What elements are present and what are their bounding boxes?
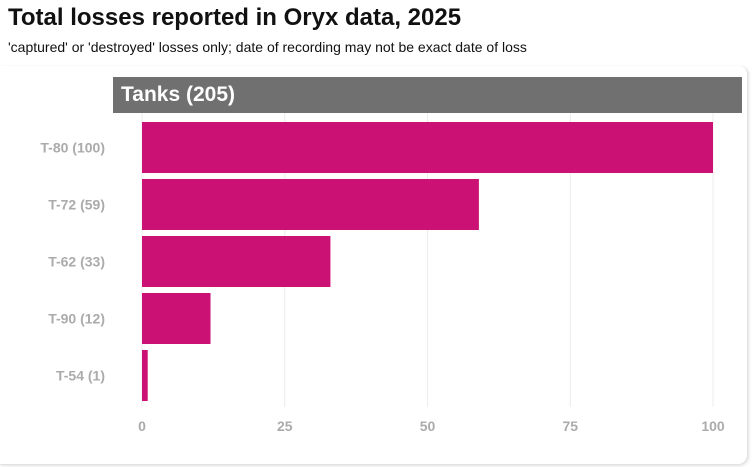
bar [142, 122, 713, 173]
x-axis-ticks: 0 25 50 75 100 [138, 418, 725, 434]
bar [142, 179, 479, 230]
bars [142, 122, 713, 401]
panel-header: Tanks (205) [113, 77, 742, 113]
category-label: T-62 (33) [48, 254, 105, 270]
category-label: T-80 (100) [40, 140, 105, 156]
x-tick-label: 75 [562, 418, 578, 434]
x-tick-label: 100 [701, 418, 725, 434]
chart-title: Total losses reported in Oryx data, 2025 [8, 4, 462, 31]
chart-subtitle: 'captured' or 'destroyed' losses only; d… [8, 39, 527, 55]
bar [142, 350, 148, 401]
bar [142, 293, 211, 344]
panel-title: Tanks (205) [121, 83, 235, 106]
category-label: T-90 (12) [48, 311, 105, 327]
x-tick-label: 25 [277, 418, 293, 434]
category-labels: T-80 (100) T-72 (59) T-62 (33) T-90 (12) T-5… [40, 140, 105, 384]
x-tick-label: 0 [138, 418, 146, 434]
category-label: T-54 (1) [56, 368, 105, 384]
bar [142, 236, 331, 287]
x-tick-label: 50 [420, 418, 436, 434]
category-label: T-72 (59) [48, 197, 105, 213]
